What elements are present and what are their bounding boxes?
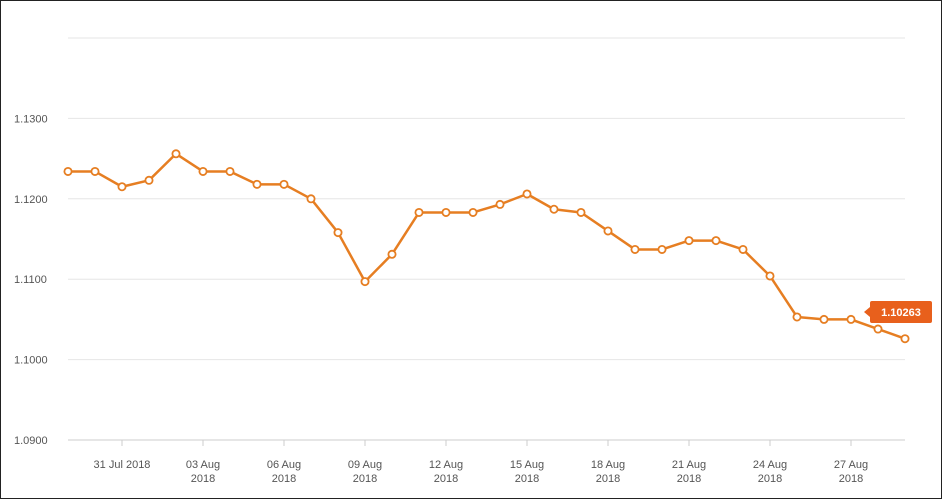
y-tick-label-3: 1.1000 [14, 355, 48, 367]
x-tick-label-line-2-0: 06 Aug [267, 459, 301, 471]
x-tick-label-5: 15 Aug 2018 [510, 459, 544, 485]
data-point-10[interactable] [333, 228, 343, 238]
data-point-22[interactable] [657, 244, 667, 254]
y-tick-label-0: 1.1300 [14, 113, 48, 125]
data-point-5[interactable] [198, 166, 208, 176]
x-tick-label-line-9-1: 2018 [839, 473, 863, 485]
x-tick-label-8: 24 Aug 2018 [753, 459, 787, 485]
data-point-14[interactable] [441, 207, 451, 217]
x-tick-label-line-6-0: 18 Aug [591, 459, 625, 471]
data-point-2[interactable] [117, 182, 127, 192]
series-line-group [66, 152, 907, 340]
x-tick-label-0: 31 Jul 2018 [94, 459, 151, 471]
y-tick-label-4: 1.0900 [14, 435, 48, 447]
x-tick-label-line-5-1: 2018 [515, 473, 539, 485]
data-point-18[interactable] [549, 204, 559, 214]
data-point-21[interactable] [630, 244, 640, 254]
data-point-1[interactable] [90, 166, 100, 176]
x-tick-label-line-2-1: 2018 [272, 473, 296, 485]
data-point-12[interactable] [387, 249, 397, 259]
data-point-23[interactable] [684, 236, 694, 246]
data-point-6[interactable] [225, 166, 235, 176]
data-point-8[interactable] [279, 179, 289, 189]
y-axis: 1.1300 1.1200 1.1100 1.1000 1.0900 [14, 113, 48, 447]
data-point-3[interactable] [144, 175, 154, 185]
data-point-28[interactable] [819, 314, 829, 324]
last-value-badge [870, 301, 932, 323]
data-point-7[interactable] [252, 179, 262, 189]
data-point-16[interactable] [495, 199, 505, 209]
gridlines [68, 37, 905, 441]
x-tick-label-line-4-1: 2018 [434, 473, 458, 485]
data-point-19[interactable] [576, 207, 586, 217]
series-markers[interactable] [63, 149, 910, 344]
x-tick-label-line-1-1: 2018 [191, 473, 215, 485]
series-line [66, 152, 907, 340]
data-point-11[interactable] [360, 277, 370, 287]
x-tick-label-line-6-1: 2018 [596, 473, 620, 485]
x-tick-label-1: 03 Aug 2018 [186, 459, 220, 485]
x-tick-label-line-7-1: 2018 [677, 473, 701, 485]
x-tick-label-4: 12 Aug 2018 [429, 459, 463, 485]
data-point-20[interactable] [603, 226, 613, 236]
last-value-label: 1.10263 [881, 307, 921, 319]
data-point-31[interactable] [900, 334, 910, 344]
last-value-badge-pointer [864, 307, 870, 317]
x-tick-label-line-9-0: 27 Aug [834, 459, 868, 471]
last-value-callout: 1.10263 [864, 301, 932, 323]
x-tick-label-6: 18 Aug 2018 [591, 459, 625, 485]
x-tick-label-line-4-0: 12 Aug [429, 459, 463, 471]
data-point-9[interactable] [306, 194, 316, 204]
x-tick-label-7: 21 Aug 2018 [672, 459, 706, 485]
data-point-0[interactable] [63, 166, 73, 176]
x-axis: 31 Jul 2018 03 Aug 2018 06 Aug 2018 09 Aug 201… [94, 440, 868, 485]
x-tick-label-line-1-0: 03 Aug [186, 459, 220, 471]
x-tick-label-line-5-0: 15 Aug [510, 459, 544, 471]
y-tick-label-1: 1.1200 [14, 194, 48, 206]
x-tick-label-2: 06 Aug 2018 [267, 459, 301, 485]
x-tick-label-line-8-0: 24 Aug [753, 459, 787, 471]
data-point-25[interactable] [738, 244, 748, 254]
y-tick-label-2: 1.1100 [14, 274, 47, 286]
data-point-24[interactable] [711, 236, 721, 246]
data-point-30[interactable] [873, 324, 883, 334]
x-tick-label-9: 27 Aug 2018 [834, 459, 868, 485]
x-tick-label-line-3-1: 2018 [353, 473, 377, 485]
x-tick-label-line-3-0: 09 Aug [348, 459, 382, 471]
x-tick-label-line-8-1: 2018 [758, 473, 782, 485]
data-point-13[interactable] [414, 207, 424, 217]
x-tick-label-3: 09 Aug 2018 [348, 459, 382, 485]
data-point-26[interactable] [765, 271, 775, 281]
x-tick-label-line-7-0: 21 Aug [672, 459, 706, 471]
x-tick-label-line-0-0: 31 Jul 2018 [94, 459, 151, 471]
data-point-27[interactable] [792, 312, 802, 322]
data-point-17[interactable] [522, 189, 532, 199]
data-point-4[interactable] [171, 149, 181, 159]
data-point-29[interactable] [846, 314, 856, 324]
data-point-15[interactable] [468, 207, 478, 217]
